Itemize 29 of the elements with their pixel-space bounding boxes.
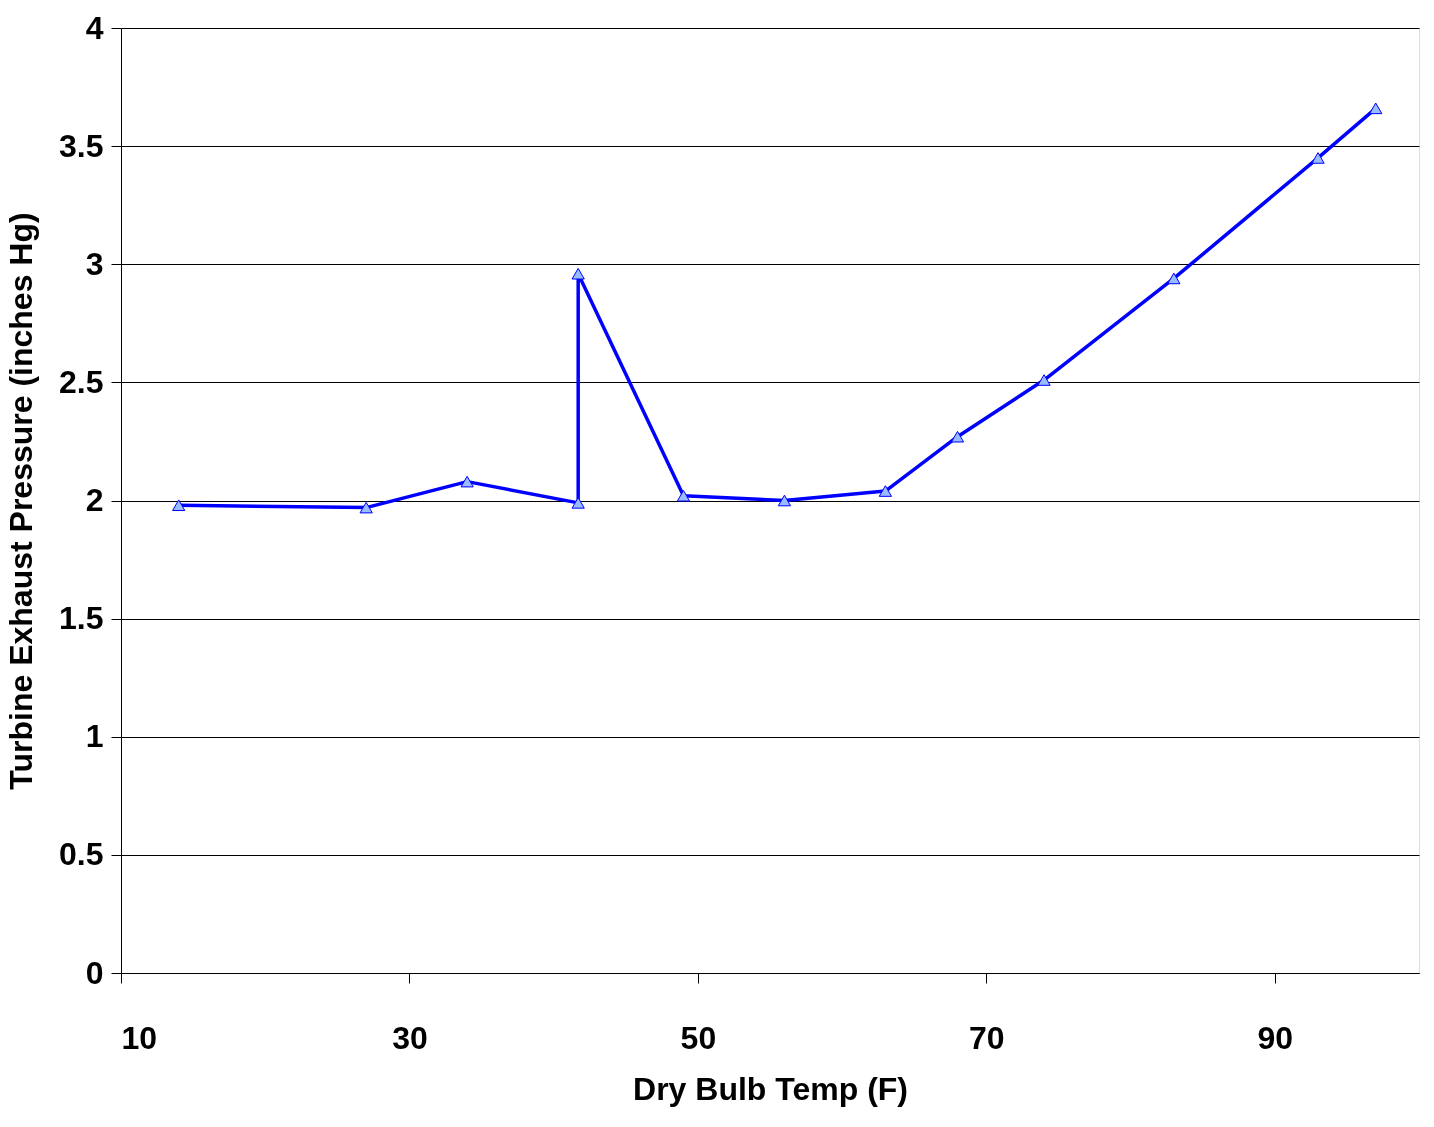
y-tick-label: 0: [85, 954, 104, 991]
x-tick-label: 50: [680, 1019, 717, 1056]
x-tick-label: 10: [121, 1019, 158, 1056]
point: [950, 430, 965, 443]
point: [460, 475, 474, 488]
y-tick-label: 3.5: [59, 127, 104, 164]
y-axis-title: Turbine Exhaust Pressure (inches Hg): [3, 212, 40, 790]
point: [1369, 102, 1383, 115]
x-tick-label: 30: [392, 1019, 428, 1056]
point: [571, 267, 585, 280]
y-tick-label: 2: [85, 482, 104, 518]
point: [1037, 374, 1051, 386]
point: [878, 485, 892, 497]
point: [571, 497, 585, 509]
y-tick-label: 2.5: [59, 363, 104, 400]
y-tick-label: 4: [85, 9, 104, 46]
x-axis-title: Dry Bulb Temp (F): [633, 1070, 908, 1107]
point: [676, 489, 691, 502]
point: [1311, 152, 1325, 164]
point: [359, 501, 373, 514]
point: [1167, 272, 1181, 285]
x-tick-label: 70: [969, 1019, 1005, 1056]
y-tick-label: 3: [85, 245, 104, 282]
y-tick-label: 0.5: [59, 836, 104, 873]
y-tick-label: 1.5: [59, 600, 104, 637]
point: [172, 499, 186, 512]
x-tick-label: 90: [1257, 1019, 1294, 1056]
y-tick-label: 1: [85, 718, 104, 755]
point: [777, 494, 792, 507]
